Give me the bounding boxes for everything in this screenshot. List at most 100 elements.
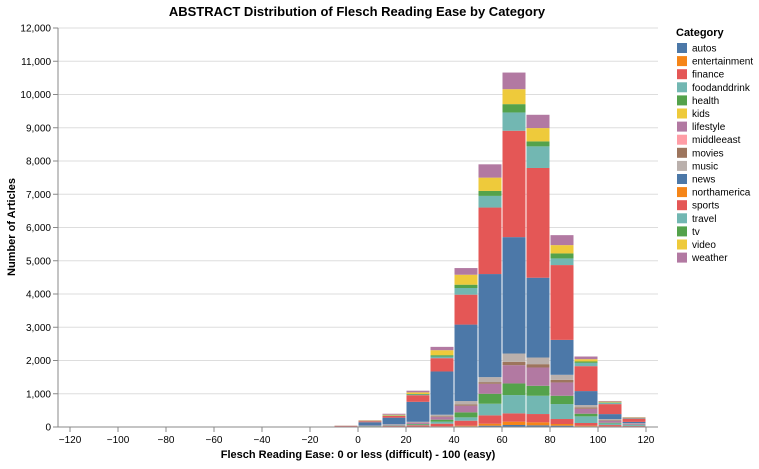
y-tick-label: 3,000 bbox=[26, 323, 51, 334]
legend-label-kids: kids bbox=[692, 109, 710, 120]
bar-segment-sports bbox=[599, 404, 622, 414]
bar-segment-sports bbox=[359, 421, 382, 422]
legend-swatch-entertainment bbox=[677, 56, 687, 66]
bar-segment-lifestyle bbox=[551, 382, 574, 395]
x-tick-label: −80 bbox=[158, 435, 175, 446]
x-tick-label: −60 bbox=[206, 435, 223, 446]
legend-swatch-northamerica bbox=[677, 187, 687, 197]
bar-segment-foodanddrink bbox=[455, 417, 478, 420]
bar-segment-weather bbox=[407, 391, 430, 393]
bar-segment-lifestyle bbox=[383, 425, 406, 426]
legend-label-weather: weather bbox=[691, 253, 728, 264]
legend-label-video: video bbox=[692, 240, 716, 251]
bar-segment-weather bbox=[431, 347, 454, 350]
x-tick-label: 0 bbox=[355, 435, 361, 446]
bar-segment-news bbox=[383, 418, 406, 425]
bar-segment-movies bbox=[455, 404, 478, 405]
bar-segment-travel bbox=[479, 196, 502, 208]
bar-segment-video bbox=[479, 178, 502, 191]
y-tick-label: 8,000 bbox=[26, 157, 51, 168]
bar-segment-news bbox=[551, 340, 574, 375]
bar-segment-finance bbox=[479, 415, 502, 423]
legend-swatch-movies bbox=[677, 148, 687, 158]
legend-label-foodanddrink: foodanddrink bbox=[692, 83, 751, 94]
y-tick-label: 1,000 bbox=[26, 389, 51, 400]
bar-segment-finance bbox=[431, 424, 454, 427]
bar-segment-lifestyle bbox=[479, 384, 502, 394]
x-tick-label: 60 bbox=[496, 435, 508, 446]
legend-label-news: news bbox=[692, 175, 715, 186]
bar-segment-news bbox=[479, 274, 502, 377]
bar-segment-movies bbox=[479, 382, 502, 384]
bar-segment-video bbox=[455, 275, 478, 285]
x-tick-label: −40 bbox=[254, 435, 271, 446]
x-axis-title: Flesch Reading Ease: 0 or less (difficul… bbox=[221, 449, 496, 461]
bar-segment-health bbox=[599, 423, 622, 424]
bar-segment-music bbox=[479, 377, 502, 382]
bar-segment-music bbox=[599, 419, 622, 420]
chart-title: ABSTRACT Distribution of Flesch Reading … bbox=[169, 4, 546, 19]
bar-segment-weather bbox=[527, 115, 550, 128]
legend-swatch-sports bbox=[677, 200, 687, 210]
bar-segment-finance bbox=[599, 425, 622, 426]
bar-segment-news bbox=[503, 237, 526, 353]
bar-segment-video bbox=[383, 415, 406, 416]
bar-segment-tv bbox=[455, 285, 478, 288]
bar-segment-music bbox=[431, 415, 454, 417]
x-tick-label: 100 bbox=[590, 435, 607, 446]
y-tick-label: 0 bbox=[45, 423, 51, 434]
bar-segment-sports bbox=[623, 419, 646, 422]
legend-swatch-foodanddrink bbox=[677, 82, 687, 92]
y-tick-label: 7,000 bbox=[26, 190, 51, 201]
bar-segment-music bbox=[551, 375, 574, 380]
x-tick-label: 40 bbox=[448, 435, 460, 446]
bar-segment-sports bbox=[407, 395, 430, 402]
bar-segment-sports bbox=[383, 416, 406, 418]
bar-segment-health bbox=[551, 396, 574, 404]
bar-segment-movies bbox=[551, 380, 574, 383]
bar-segment-news bbox=[599, 414, 622, 419]
bar-segment-tv bbox=[575, 361, 598, 362]
bar-segment-foodanddrink bbox=[575, 416, 598, 423]
bar-segment-sports bbox=[551, 265, 574, 340]
bar-segment-weather bbox=[575, 357, 598, 360]
bar-segment-entertainment bbox=[503, 422, 526, 425]
y-axis-ticks: 01,0002,0003,0004,0005,0006,0007,0008,00… bbox=[20, 24, 58, 434]
bar-segment-foodanddrink bbox=[527, 396, 550, 414]
bar-segment-movies bbox=[575, 407, 598, 408]
bar-segment-movies bbox=[599, 420, 622, 421]
bar-segment-entertainment bbox=[527, 422, 550, 425]
bar-segment-weather bbox=[599, 401, 622, 402]
bar-segment-health bbox=[407, 424, 430, 425]
bar-segment-finance bbox=[407, 425, 430, 426]
bar-segment-lifestyle bbox=[575, 409, 598, 414]
bar-segment-music bbox=[407, 422, 430, 423]
bar-segment-video bbox=[407, 392, 430, 394]
bar-segment-health bbox=[575, 414, 598, 417]
bar-segment-entertainment bbox=[575, 426, 598, 427]
bar-segment-health bbox=[527, 386, 550, 396]
legend-swatch-news bbox=[677, 174, 687, 184]
bar-segment-entertainment bbox=[551, 424, 574, 426]
legend-label-finance: finance bbox=[692, 70, 725, 81]
legend-swatch-lifestyle bbox=[677, 122, 687, 132]
y-tick-label: 5,000 bbox=[26, 256, 51, 267]
bar-segment-music bbox=[527, 358, 550, 365]
bar-segment-sports bbox=[455, 295, 478, 325]
bar-segment-video bbox=[527, 128, 550, 141]
bar-segment-sports bbox=[479, 208, 502, 274]
bar-segment-travel bbox=[623, 418, 646, 419]
bar-segment-foodanddrink bbox=[479, 404, 502, 416]
bar-segment-tv bbox=[551, 253, 574, 258]
x-tick-label: 80 bbox=[544, 435, 556, 446]
bar-segment-lifestyle bbox=[623, 424, 646, 425]
bar-segment-lifestyle bbox=[599, 421, 622, 423]
y-tick-label: 4,000 bbox=[26, 290, 51, 301]
bar-segment-news bbox=[455, 325, 478, 401]
legend-title: Category bbox=[676, 27, 725, 39]
bar-segment-music bbox=[575, 405, 598, 407]
legend-label-travel: travel bbox=[692, 214, 716, 225]
legend-swatch-health bbox=[677, 95, 687, 105]
bar-segment-finance bbox=[575, 423, 598, 426]
